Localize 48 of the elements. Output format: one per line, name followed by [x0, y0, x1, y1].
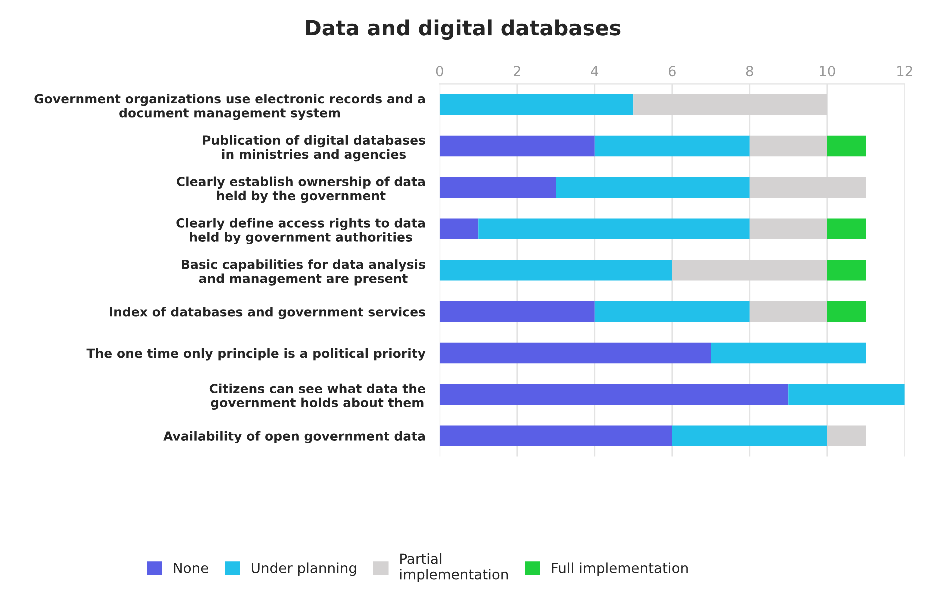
- bar: [556, 177, 750, 198]
- bar: [788, 384, 905, 406]
- y-tick-label: Basic capabilities for data analysis and management are present: [182, 260, 426, 286]
- y-tick-label: Clearly establish ownership of data held by the government: [176, 176, 426, 204]
- bar: [440, 136, 595, 157]
- bar: [478, 218, 750, 240]
- bar: [750, 218, 828, 240]
- chart-title: Data and digital databases: [306, 20, 621, 40]
- x-tick-label: 8: [746, 66, 754, 77]
- legend-label: Under planning: [252, 562, 356, 576]
- bar: [672, 426, 828, 446]
- bar: [827, 426, 866, 446]
- y-tick-label: Clearly define access rights to data held by government authorities: [176, 218, 426, 244]
- y-tick-label: Index of databases and government services: [110, 307, 426, 320]
- bar: [440, 94, 634, 116]
- bar: [440, 302, 595, 322]
- bar: [594, 302, 750, 322]
- legend-label: Partial implementation: [400, 553, 508, 582]
- bar: [711, 342, 866, 364]
- bar: [750, 177, 866, 198]
- x-tick-label: 12: [898, 66, 912, 76]
- bar: [750, 302, 828, 322]
- x-tick-label: 2: [514, 66, 520, 76]
- bar: [672, 260, 828, 281]
- bar: [440, 342, 712, 364]
- bar: [827, 302, 866, 322]
- bar: [594, 136, 750, 157]
- legend-label: Full implementation: [552, 562, 688, 576]
- x-tick-label: 10: [820, 66, 836, 77]
- bar: [440, 260, 672, 281]
- bar: [440, 384, 789, 406]
- bar: [827, 136, 866, 157]
- bar: [440, 426, 672, 446]
- bar: [440, 218, 479, 240]
- legend-label: None: [174, 563, 208, 574]
- y-tick-label: Citizens can see what data the government holds about them: [210, 384, 426, 410]
- bar: [827, 260, 866, 281]
- y-tick-label: Availability of open government data: [164, 431, 426, 444]
- y-tick-label: The one time only principle is a political priority: [86, 348, 426, 361]
- y-tick-label: Publication of digital databases in ministries and agencies: [203, 135, 426, 162]
- x-tick-label: 6: [668, 66, 676, 77]
- y-tick-label: Government organizations use electronic records and a document management system: [34, 94, 426, 120]
- bar: [634, 94, 828, 116]
- bar: [827, 218, 866, 240]
- x-tick-label: 0: [436, 66, 444, 77]
- bar: [750, 136, 828, 157]
- x-tick-label: 4: [591, 66, 599, 76]
- bar: [440, 177, 556, 198]
